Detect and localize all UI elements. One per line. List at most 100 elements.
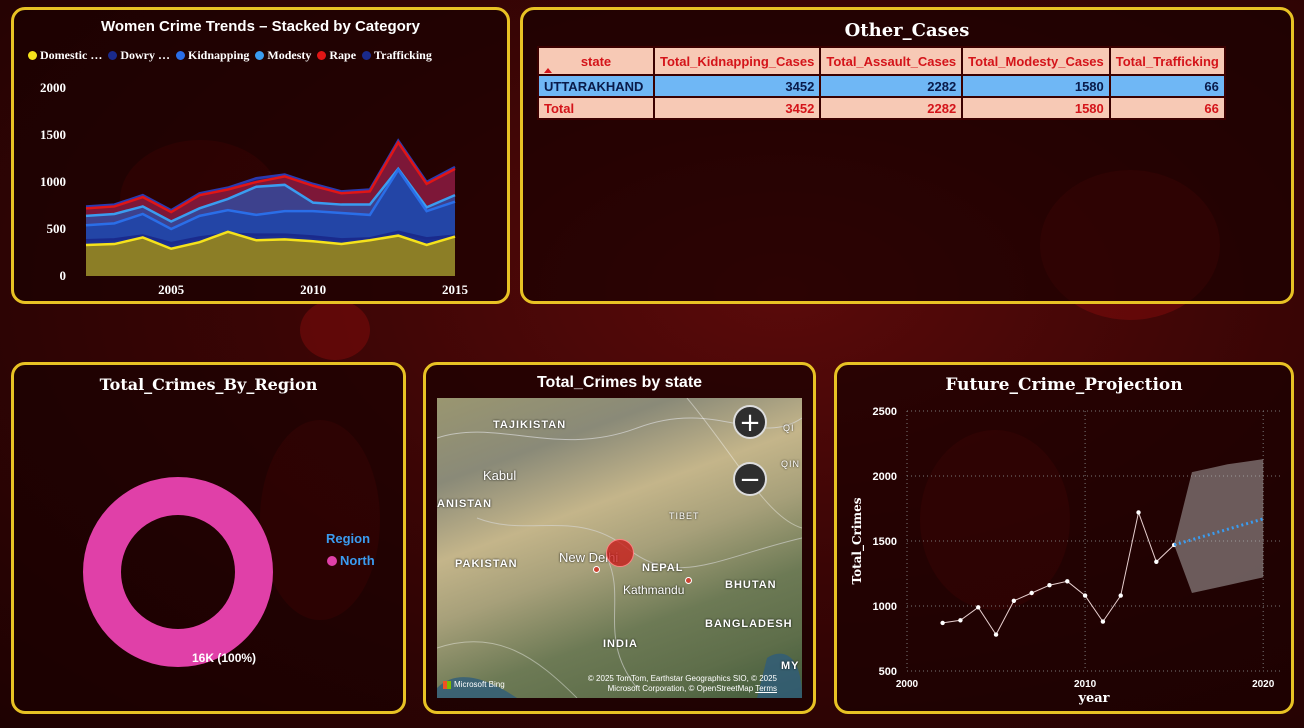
col-header-state[interactable]: state bbox=[537, 46, 655, 76]
area-series-rape-line bbox=[85, 140, 456, 214]
cell-total-assault: 2282 bbox=[819, 96, 964, 120]
legend-label: Kidnapping bbox=[188, 48, 250, 62]
actual-data-point[interactable] bbox=[1154, 559, 1159, 564]
x-tick-label: 2000 bbox=[896, 679, 919, 690]
legend-label: Modesty bbox=[267, 48, 312, 62]
col-header-modesty[interactable]: Total_Modesty_Cases bbox=[961, 46, 1111, 76]
actual-data-point[interactable] bbox=[1011, 598, 1017, 603]
actual-data-point[interactable] bbox=[993, 632, 999, 637]
region-legend-title: Region bbox=[326, 531, 371, 546]
terms-link[interactable]: Terms bbox=[755, 684, 777, 693]
blood-splat bbox=[300, 300, 370, 360]
actual-data-point[interactable] bbox=[1065, 579, 1070, 584]
map-label: MY bbox=[781, 660, 800, 672]
area-series-kidnapping-line bbox=[85, 167, 456, 231]
cell-total-modesty: 1580 bbox=[961, 96, 1111, 120]
legend-swatch bbox=[317, 51, 327, 60]
x-tick-label: 2020 bbox=[1252, 679, 1275, 690]
y-tick-label: 1500 bbox=[40, 127, 66, 142]
area-series-dowry-line bbox=[85, 230, 456, 245]
legend-swatch bbox=[362, 51, 372, 60]
region-legend-item-north[interactable]: North bbox=[327, 553, 375, 568]
state-bubble-marker[interactable] bbox=[606, 539, 634, 567]
legend-label: Dowry … bbox=[120, 48, 170, 62]
actual-data-point[interactable] bbox=[1136, 510, 1141, 515]
map-panel[interactable]: Total_Crimes by state TAJIKISTAN Kabul A… bbox=[423, 362, 816, 714]
legend-label: Trafficking bbox=[374, 48, 432, 62]
legend-item[interactable]: Trafficking bbox=[362, 48, 432, 63]
trends-legend: Domestic … Dowry … Kidnapping Modesty Rape Tr… bbox=[28, 48, 438, 64]
other-cases-title: Other_Cases bbox=[844, 20, 970, 41]
table-header-row: state Total_Kidnapping_Cases Total_Assau… bbox=[537, 46, 1226, 76]
actual-data-point[interactable] bbox=[940, 620, 945, 626]
legend-item[interactable]: Kidnapping bbox=[176, 48, 249, 63]
city-marker-icon bbox=[685, 577, 692, 584]
map-canvas[interactable]: TAJIKISTAN Kabul ANISTAN PAKISTAN New De… bbox=[437, 398, 802, 698]
other-cases-table[interactable]: state Total_Kidnapping_Cases Total_Assau… bbox=[537, 46, 1226, 120]
forecast-series-line[interactable] bbox=[1173, 517, 1264, 547]
x-axis-label: year bbox=[1077, 691, 1109, 705]
col-header-assault[interactable]: Total_Assault_Cases bbox=[819, 46, 964, 76]
cell-kidnapping: 3452 bbox=[652, 74, 822, 98]
legend-swatch bbox=[28, 51, 37, 60]
zoom-in-button[interactable]: + bbox=[733, 405, 767, 439]
table-row[interactable]: UTTARAKHAND 3452 2282 1580 66 bbox=[537, 74, 1226, 98]
cell-total-label: Total bbox=[537, 96, 655, 120]
city-marker-icon bbox=[593, 566, 600, 573]
actual-data-point[interactable] bbox=[958, 618, 963, 623]
col-header-kidnapping[interactable]: Total_Kidnapping_Cases bbox=[652, 46, 822, 76]
other-cases-panel[interactable]: Other_Cases state Total_Kidnapping_Cases… bbox=[520, 7, 1294, 304]
actual-data-point[interactable] bbox=[1118, 593, 1123, 598]
trends-title: Women Crime Trends – Stacked by Category bbox=[101, 18, 420, 35]
legend-label: North bbox=[340, 553, 375, 568]
table-total-row[interactable]: Total 3452 2282 1580 66 bbox=[537, 96, 1226, 120]
trends-chart[interactable]: 2000 1500 1000 500 0 2005 2010 2015 bbox=[14, 64, 507, 304]
area-series-domestic[interactable] bbox=[86, 231, 455, 276]
data-label-leader bbox=[179, 648, 190, 660]
map-label: BANGLADESH bbox=[705, 618, 793, 630]
donut-slice-north[interactable] bbox=[83, 477, 273, 667]
map-label: NEPAL bbox=[642, 562, 684, 574]
actual-data-point[interactable] bbox=[976, 605, 981, 610]
sort-ascending-icon[interactable] bbox=[544, 68, 552, 73]
actual-data-point[interactable] bbox=[1100, 619, 1106, 624]
y-tick-label: 2000 bbox=[40, 80, 66, 95]
col-header-trafficking[interactable]: Total_Trafficking bbox=[1108, 46, 1226, 76]
actual-data-point[interactable] bbox=[1047, 583, 1052, 588]
map-label: ANISTAN bbox=[437, 498, 493, 510]
map-label: Kabul bbox=[483, 468, 517, 483]
map-label: TIBET bbox=[669, 511, 700, 521]
y-tick-label: 500 bbox=[47, 221, 67, 236]
legend-item[interactable]: Rape bbox=[317, 48, 356, 63]
zoom-out-button[interactable]: − bbox=[733, 462, 767, 496]
projection-panel[interactable]: Future_Crime_Projection 2500 2000 1500 1000… bbox=[834, 362, 1294, 714]
actual-series-line[interactable] bbox=[942, 510, 1175, 636]
legend-item[interactable]: Modesty bbox=[255, 48, 311, 63]
actual-data-point[interactable] bbox=[1029, 590, 1034, 596]
donut-data-label: 16K (100%) bbox=[192, 651, 257, 665]
cell-total-trafficking: 66 bbox=[1108, 96, 1226, 120]
cell-assault: 2282 bbox=[819, 74, 964, 98]
actual-data-point[interactable] bbox=[1082, 593, 1088, 598]
cell-modesty: 1580 bbox=[961, 74, 1111, 98]
map-label: INDIA bbox=[603, 638, 638, 650]
trends-panel[interactable]: Women Crime Trends – Stacked by Category… bbox=[11, 7, 510, 304]
region-panel[interactable]: Total_Crimes_By_Region 16K (100%) Region… bbox=[11, 362, 406, 714]
region-donut-chart[interactable] bbox=[14, 391, 403, 711]
legend-swatch bbox=[327, 555, 337, 566]
bing-logo: Microsoft Bing bbox=[443, 680, 505, 689]
area-series-modesty-line bbox=[85, 166, 456, 223]
x-tick-label: 2010 bbox=[300, 282, 326, 297]
x-tick-label: 2005 bbox=[158, 282, 185, 297]
forecast-confidence-band[interactable] bbox=[1174, 459, 1264, 593]
region-title: Total_Crimes_By_Region bbox=[99, 375, 318, 394]
x-tick-label: 2015 bbox=[442, 282, 469, 297]
legend-label: Domestic … bbox=[40, 48, 103, 62]
y-tick-label: 0 bbox=[60, 268, 67, 283]
y-axis-label: Total_Crimes bbox=[850, 497, 865, 584]
legend-item[interactable]: Domestic … bbox=[28, 48, 102, 63]
legend-swatch bbox=[108, 51, 118, 60]
map-label: Kathmandu bbox=[623, 583, 685, 597]
legend-item[interactable]: Dowry … bbox=[108, 48, 170, 63]
